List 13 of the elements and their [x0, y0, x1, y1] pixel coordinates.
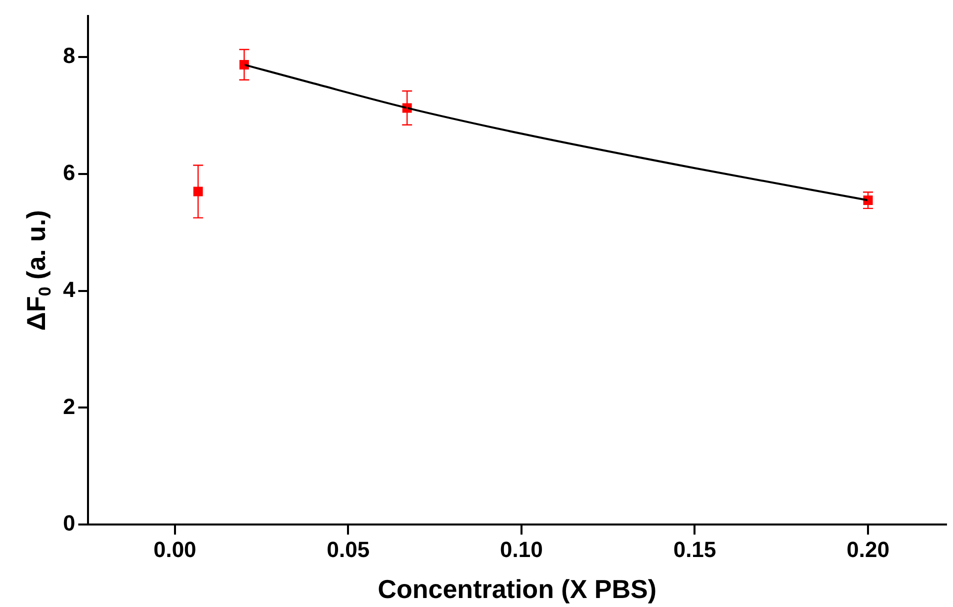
- y-tick-label: 2: [62, 394, 76, 419]
- y-tick-label: 4: [62, 276, 76, 302]
- y-tick-label: 0: [62, 510, 76, 536]
- x-tick-label: 0.15: [673, 536, 716, 562]
- point: [193, 186, 203, 196]
- y-axis-title: ΔF0 (a. u.): [21, 210, 55, 331]
- x-tick-label: 0.10: [500, 536, 543, 562]
- x-axis-title: Concentration (X PBS): [378, 574, 657, 604]
- x-tick-label: 0.05: [326, 536, 370, 562]
- y-tick-label: 6: [62, 160, 76, 186]
- x-tick-label: 0.20: [846, 536, 890, 562]
- x-tick-label: 0.00: [153, 536, 196, 562]
- y-tick-label: 8: [62, 43, 76, 68]
